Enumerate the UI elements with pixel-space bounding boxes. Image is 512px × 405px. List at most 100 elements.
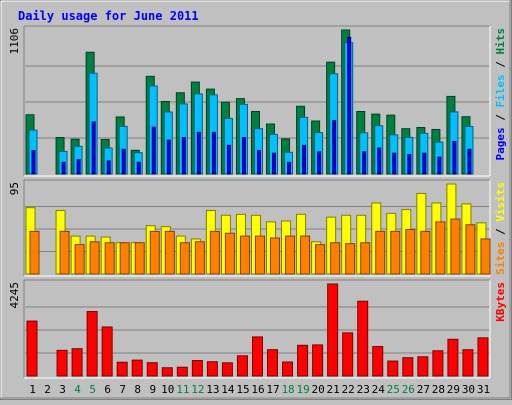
bar-kbytes-day-24: [372, 346, 384, 377]
bar-kbytes-day-10: [161, 367, 173, 377]
bar-sites-day-3: [59, 230, 70, 275]
bar-pages-day-21: [332, 120, 337, 175]
legend-pages: Pages: [494, 127, 507, 160]
day-label: 12: [191, 383, 204, 396]
bar-sites-day-16: [254, 235, 265, 275]
day-label: 19: [296, 383, 309, 396]
legend-labels: KBytes: [494, 282, 507, 322]
day-label: 14: [221, 383, 235, 396]
day-label: 23: [357, 383, 370, 396]
day-label: 9: [149, 383, 156, 396]
bar-pages-day-24: [377, 147, 382, 175]
bar-pages-day-11: [181, 137, 186, 175]
bar-kbytes-day-15: [236, 355, 248, 377]
bar-sites-day-8: [134, 242, 145, 275]
legend-labels: Sites / Visits: [494, 182, 507, 275]
bar-pages-day-8: [136, 161, 141, 175]
day-label: 6: [104, 383, 111, 396]
bar-kbytes-day-19: [297, 344, 309, 377]
bar-pages-day-6: [106, 160, 111, 175]
day-label: 2: [44, 383, 51, 396]
day-label: 17: [266, 383, 279, 396]
series-kbytes: [26, 283, 489, 377]
bar-kbytes-day-28: [432, 350, 444, 377]
bar-sites-day-25: [390, 230, 401, 275]
bar-sites-day-10: [164, 230, 175, 275]
ymax-label: 1106: [8, 28, 21, 55]
bar-kbytes-day-16: [251, 336, 263, 377]
day-label: 16: [251, 383, 264, 396]
day-label: 25: [387, 383, 400, 396]
bar-kbytes-day-29: [447, 338, 459, 377]
day-label: 26: [402, 383, 415, 396]
bar-sites-day-20: [315, 244, 326, 275]
bar-sites-day-23: [360, 242, 371, 275]
day-label: 5: [89, 383, 96, 396]
bar-sites-day-29: [450, 218, 461, 275]
panel-hits_files_pages: 1106 Pages / Files / Hits: [8, 25, 507, 177]
day-label: 31: [477, 383, 490, 396]
bar-kbytes-day-26: [402, 357, 414, 377]
legend-separator: /: [494, 55, 507, 75]
bar-sites-day-22: [345, 243, 356, 275]
day-label: 15: [236, 383, 249, 396]
bar-pages-day-27: [422, 152, 427, 175]
ymax-label: 95: [8, 182, 21, 195]
day-label: 30: [462, 383, 475, 396]
bar-kbytes-day-31: [477, 337, 489, 377]
bar-sites-day-11: [179, 242, 190, 275]
day-label: 3: [59, 383, 66, 396]
panel-visits_sites: 95 Sites / Visits: [8, 179, 507, 277]
day-label: 27: [417, 383, 430, 396]
bar-kbytes-day-14: [221, 362, 233, 377]
bar-kbytes-day-7: [116, 361, 128, 377]
legend-hits: Hits: [494, 28, 507, 55]
panel-kbytes: 4245 KBytes: [8, 279, 507, 379]
day-label: 1: [29, 383, 36, 396]
bar-kbytes-day-18: [282, 361, 294, 377]
bar-sites-day-31: [480, 238, 491, 275]
legend-sites: Sites: [494, 242, 507, 275]
bar-pages-day-25: [392, 152, 397, 175]
bar-pages-day-30: [467, 148, 472, 175]
panels-group: 1106 Pages / Files / Hits 95 Sites / Visits…: [8, 25, 507, 379]
bar-kbytes-day-9: [146, 362, 158, 377]
bar-pages-day-4: [76, 159, 81, 175]
legend-labels: Pages / Files / Hits: [494, 28, 507, 161]
bar-sites-day-12: [194, 241, 205, 275]
bar-sites-day-18: [285, 235, 296, 275]
bar-sites-day-13: [209, 230, 220, 275]
bar-kbytes-day-12: [191, 360, 203, 377]
chart-title: Daily usage for June 2011: [18, 9, 199, 23]
bar-pages-day-15: [241, 137, 246, 175]
ymax-label: 4245: [8, 282, 21, 309]
bar-pages-day-22: [347, 36, 352, 175]
bar-sites-day-1: [29, 230, 40, 275]
day-label: 11: [176, 383, 189, 396]
legend-visits: Visits: [494, 182, 507, 222]
day-label: 24: [372, 383, 386, 396]
bar-kbytes-day-23: [357, 300, 369, 377]
bar-kbytes-day-27: [417, 356, 429, 377]
bar-pages-day-14: [226, 144, 231, 175]
bar-sites-day-6: [104, 242, 115, 275]
legend-separator: /: [494, 222, 507, 242]
bar-kbytes-day-3: [56, 349, 68, 377]
bar-sites-day-28: [435, 221, 446, 275]
bar-sites-day-26: [405, 228, 416, 275]
bar-sites-day-21: [330, 242, 341, 275]
day-label: 10: [161, 383, 174, 396]
day-label: 13: [206, 383, 219, 396]
bar-pages-day-5: [91, 121, 96, 175]
day-label: 8: [134, 383, 141, 396]
bar-kbytes-day-25: [387, 360, 399, 377]
day-label: 21: [327, 383, 340, 396]
bar-sites-day-5: [89, 241, 100, 275]
bar-pages-day-20: [317, 151, 322, 175]
bar-pages-day-18: [287, 161, 292, 175]
bar-pages-day-12: [196, 131, 201, 175]
bar-sites-day-27: [420, 230, 431, 275]
bar-kbytes-day-21: [327, 283, 339, 377]
bar-kbytes-day-30: [462, 349, 474, 377]
